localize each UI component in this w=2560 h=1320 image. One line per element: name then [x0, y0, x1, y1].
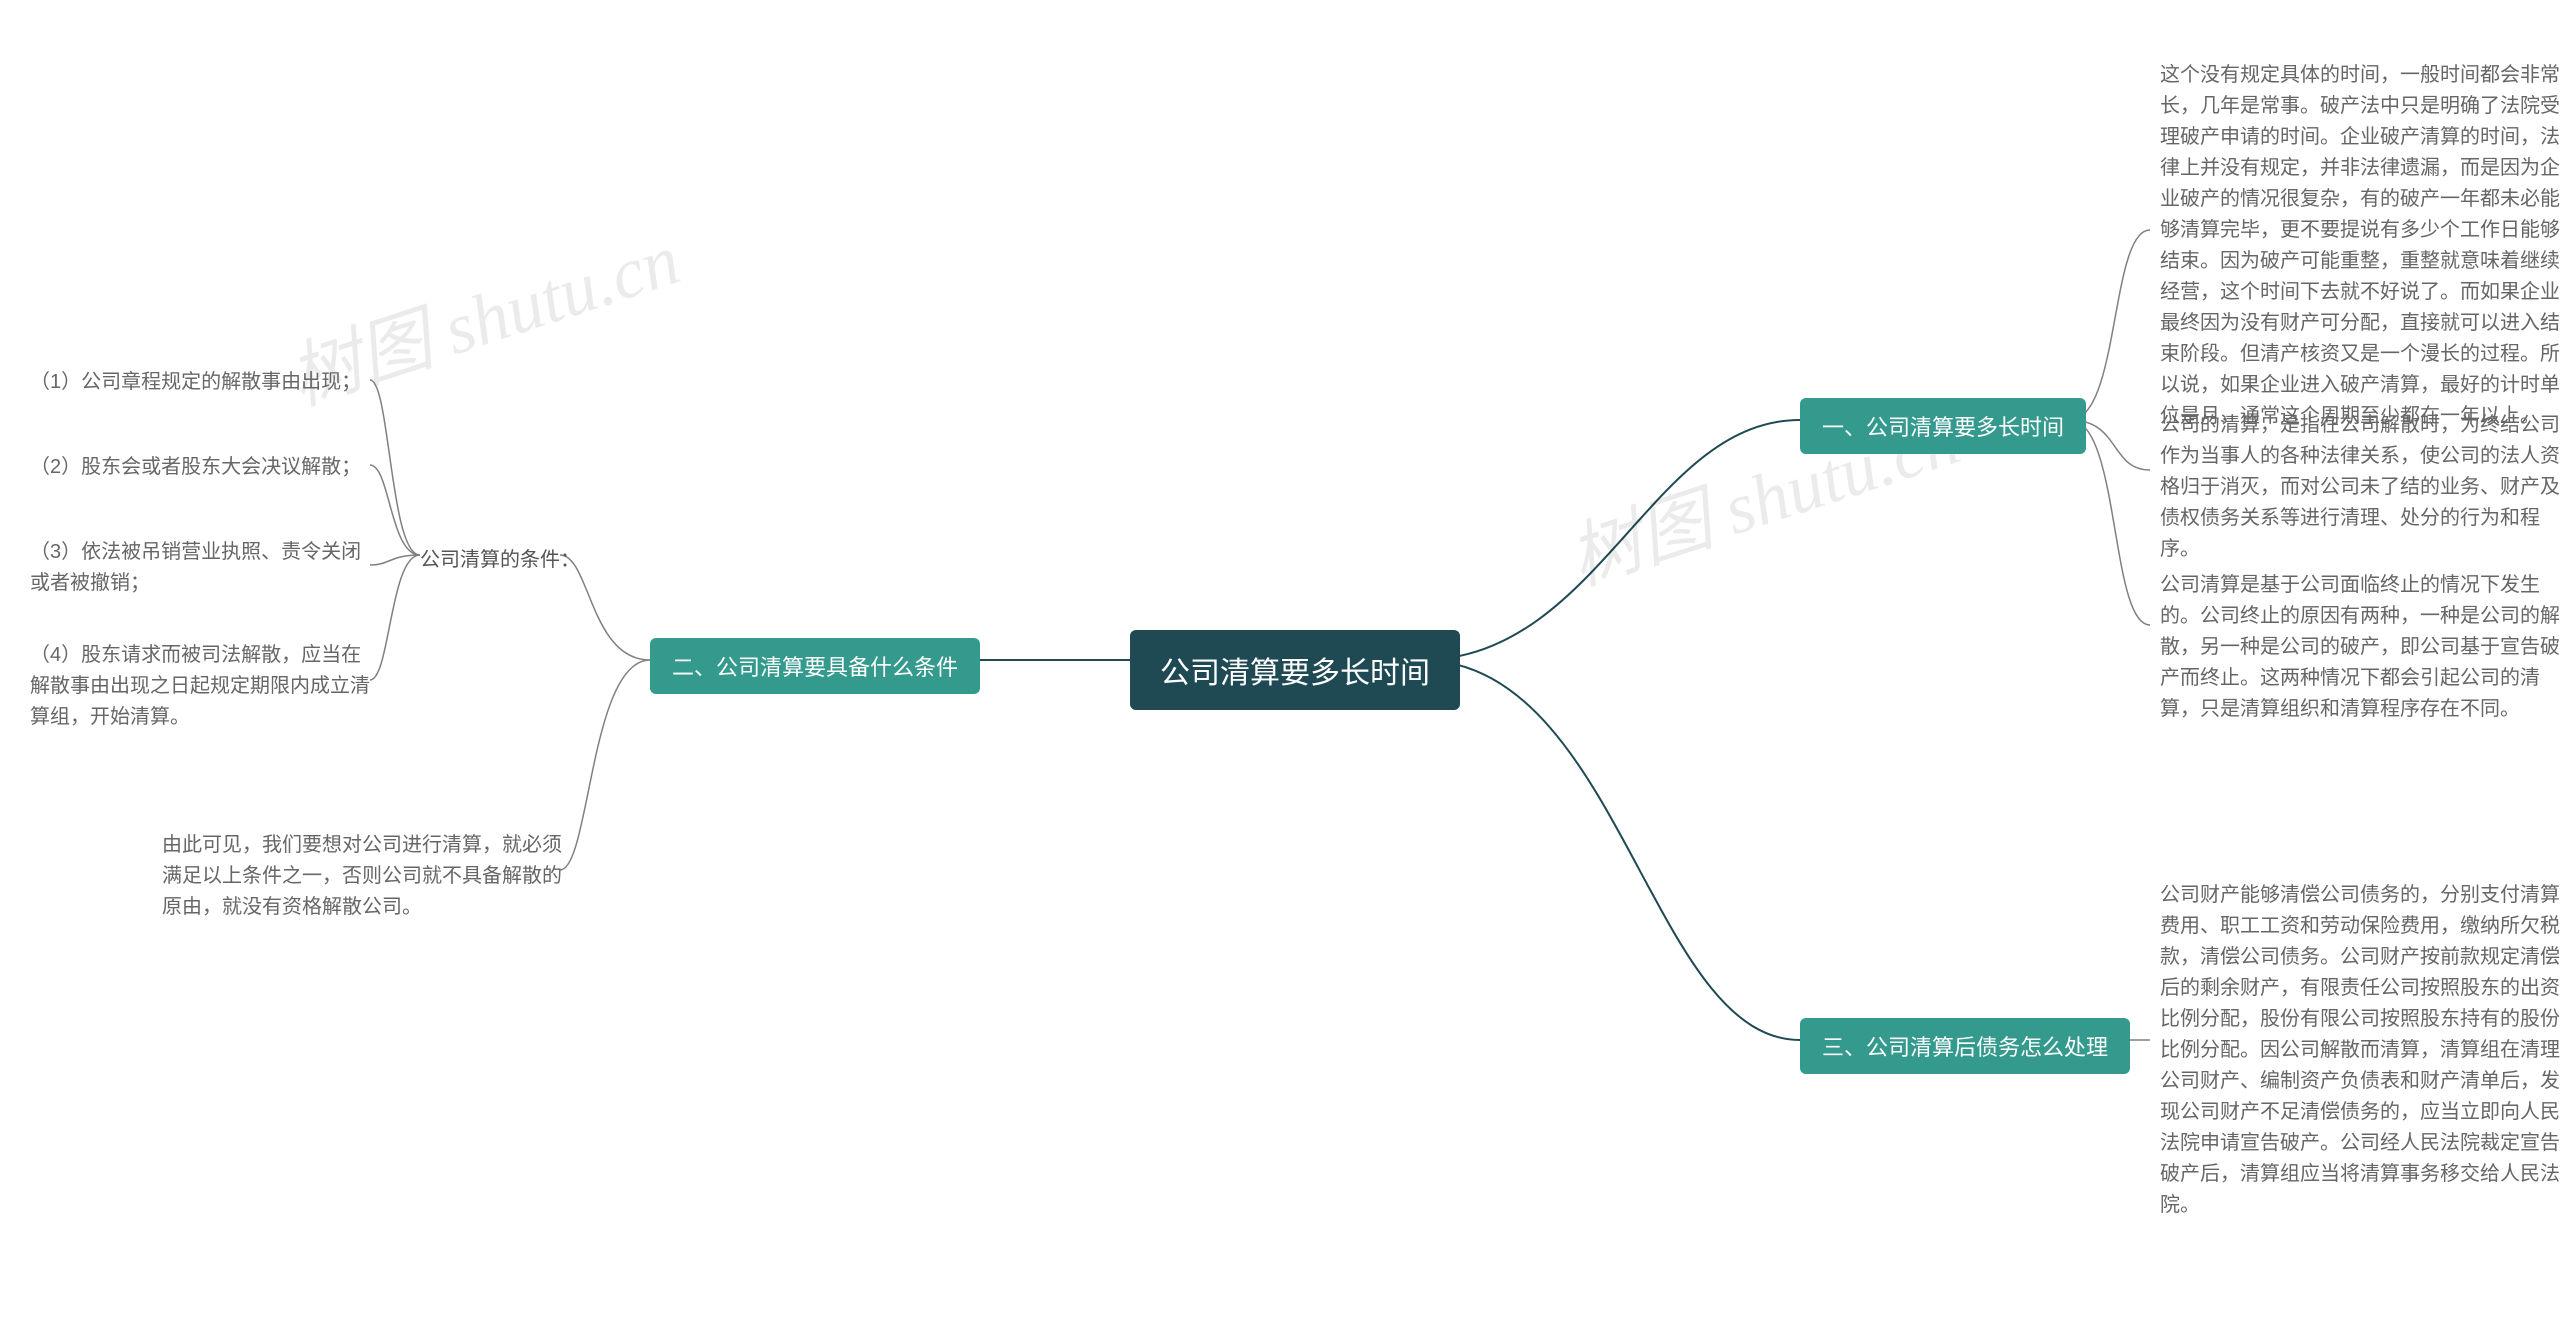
leaf-r1-1: 公司的清算，是指在公司解散时，为终结公司作为当事人的各种法律关系，使公司的法人资… [2160, 410, 2560, 565]
leaf-cond-0: （1）公司章程规定的解散事由出现； [30, 367, 370, 398]
branch-l1-label: 二、公司清算要具备什么条件 [672, 650, 958, 682]
root-node[interactable]: 公司清算要多长时间 [1130, 630, 1460, 710]
leaf-cond-2: （3）依法被吊销营业执照、责令关闭或者被撤销； [30, 537, 370, 599]
leaf-r1-0: 这个没有规定具体的时间，一般时间都会非常长，几年是常事。破产法中只是明确了法院受… [2160, 60, 2560, 432]
branch-l1[interactable]: 二、公司清算要具备什么条件 [650, 638, 980, 694]
branch-r2-label: 三、公司清算后债务怎么处理 [1822, 1030, 2108, 1062]
branch-r2[interactable]: 三、公司清算后债务怎么处理 [1800, 1018, 2130, 1074]
leaf-r1-2: 公司清算是基于公司面临终止的情况下发生的。公司终止的原因有两种，一种是公司的解散… [2160, 570, 2560, 725]
leaf-cond-3: （4）股东请求而被司法解散，应当在解散事由出现之日起规定期限内成立清算组，开始清… [30, 640, 370, 733]
leaf-cond-1: （2）股东会或者股东大会决议解散； [30, 452, 370, 483]
leaf-l1-extra: 由此可见，我们要想对公司进行清算，就必须满足以上条件之一，否则公司就不具备解散的… [162, 830, 562, 923]
sub-label-conditions: 公司清算的条件： [420, 543, 580, 572]
branch-r1-label: 一、公司清算要多长时间 [1822, 410, 2064, 442]
mindmap-canvas: 树图 shutu.cn 树图 shutu.cn 公司清算要多长时间 一、公司清算… [0, 0, 2560, 1320]
leaf-r2-0: 公司财产能够清偿公司债务的，分别支付清算费用、职工工资和劳动保险费用，缴纳所欠税… [2160, 880, 2560, 1221]
branch-r1[interactable]: 一、公司清算要多长时间 [1800, 398, 2086, 454]
root-label: 公司清算要多长时间 [1160, 648, 1430, 692]
